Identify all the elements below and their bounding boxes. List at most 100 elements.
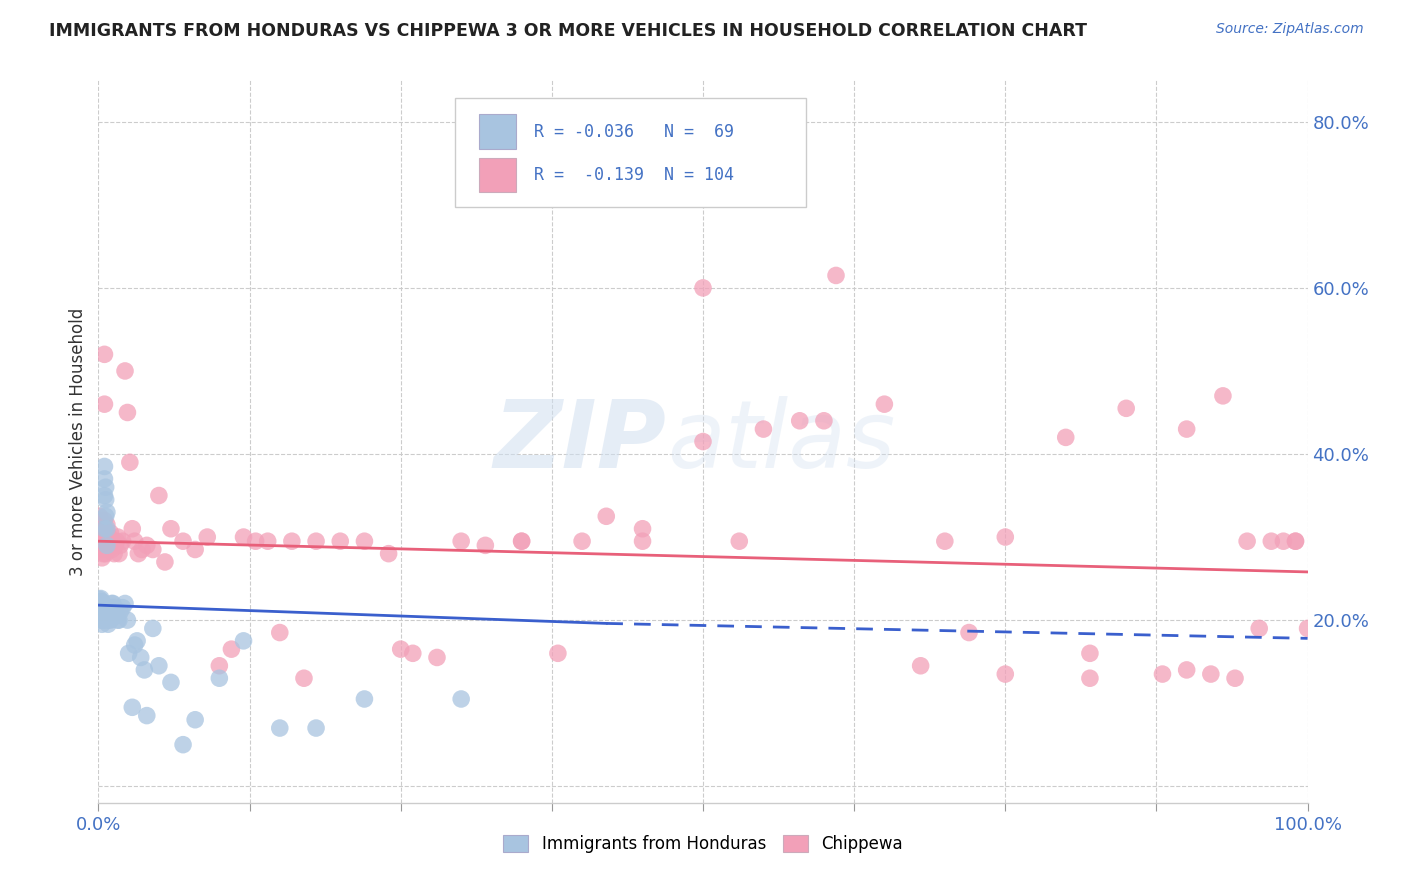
Point (595, 509, 617, 524)
Point (353, 692, 375, 706)
Point (89, 597, 111, 611)
Point (692, 434, 714, 449)
Point (184, 713, 207, 727)
Point (1175, 663, 1198, 677)
Point (91, 550, 114, 565)
Point (93, 522, 115, 536)
Point (124, 638, 146, 652)
Point (89, 600, 111, 615)
Point (245, 534, 267, 549)
Point (100, 605, 122, 619)
Point (108, 605, 131, 619)
Point (281, 534, 304, 549)
Point (111, 600, 134, 615)
Point (728, 534, 751, 549)
Point (135, 538, 157, 552)
Point (105, 534, 128, 549)
Point (90, 613, 112, 627)
Point (107, 613, 129, 627)
Point (121, 700, 143, 714)
Point (142, 542, 165, 557)
Point (510, 534, 533, 549)
Point (114, 597, 136, 611)
Point (221, 642, 243, 657)
Text: Source: ZipAtlas.com: Source: ZipAtlas.com (1216, 22, 1364, 37)
Point (89, 517, 111, 532)
Point (101, 534, 124, 549)
Point (96, 538, 118, 552)
Point (474, 538, 496, 552)
Y-axis label: 3 or more Vehicles in Household: 3 or more Vehicles in Household (69, 308, 87, 575)
Point (93, 472, 115, 486)
Point (353, 534, 375, 549)
Point (1212, 389, 1234, 403)
Point (1284, 534, 1306, 549)
Point (305, 721, 328, 735)
Point (91, 522, 114, 536)
Point (101, 597, 124, 611)
Point (1223, 671, 1246, 685)
Point (90, 609, 112, 624)
Point (94, 480, 117, 494)
Point (127, 547, 149, 561)
Point (97, 542, 120, 557)
Point (96, 522, 118, 536)
Point (232, 530, 254, 544)
Point (129, 650, 152, 665)
Point (1054, 430, 1077, 444)
Point (90, 542, 112, 557)
Point (114, 364, 136, 378)
Point (1284, 534, 1306, 549)
Point (89, 605, 111, 619)
Point (91, 613, 114, 627)
Point (232, 633, 254, 648)
Point (692, 281, 714, 295)
Point (100, 613, 122, 627)
Point (93, 513, 115, 527)
Point (89, 609, 111, 624)
Point (93, 489, 115, 503)
Point (134, 663, 156, 677)
Point (91, 525, 114, 540)
Point (100, 597, 122, 611)
Point (160, 675, 183, 690)
Point (90, 513, 112, 527)
Point (172, 534, 194, 549)
Point (256, 534, 278, 549)
Text: IMMIGRANTS FROM HONDURAS VS CHIPPEWA 3 OR MORE VEHICLES IN HOUSEHOLD CORRELATION: IMMIGRANTS FROM HONDURAS VS CHIPPEWA 3 O… (49, 22, 1087, 40)
Point (97, 534, 120, 549)
Point (752, 422, 775, 436)
Point (1115, 401, 1137, 416)
Point (450, 692, 472, 706)
Point (1249, 621, 1271, 635)
Point (153, 555, 176, 569)
Point (118, 455, 141, 469)
Point (127, 633, 149, 648)
Point (103, 600, 125, 615)
Point (90, 595, 112, 609)
Legend: Immigrants from Honduras, Chippewa: Immigrants from Honduras, Chippewa (496, 828, 910, 860)
Text: R = -0.036   N =  69: R = -0.036 N = 69 (534, 122, 734, 141)
Point (89, 509, 111, 524)
FancyBboxPatch shape (479, 114, 516, 149)
Point (91, 595, 114, 609)
Text: ZIP: ZIP (494, 395, 666, 488)
Point (91, 534, 114, 549)
Point (91, 538, 114, 552)
Point (108, 538, 131, 552)
Point (89, 525, 111, 540)
Point (1272, 534, 1295, 549)
Point (450, 534, 472, 549)
Point (269, 721, 291, 735)
Point (117, 405, 139, 419)
Point (96, 517, 118, 532)
Point (91, 600, 114, 615)
Point (91, 605, 114, 619)
Point (91, 617, 114, 632)
Point (813, 414, 835, 428)
Point (93, 397, 115, 411)
Point (91, 609, 114, 624)
Point (96, 525, 118, 540)
Point (91, 613, 114, 627)
Point (90, 600, 112, 615)
